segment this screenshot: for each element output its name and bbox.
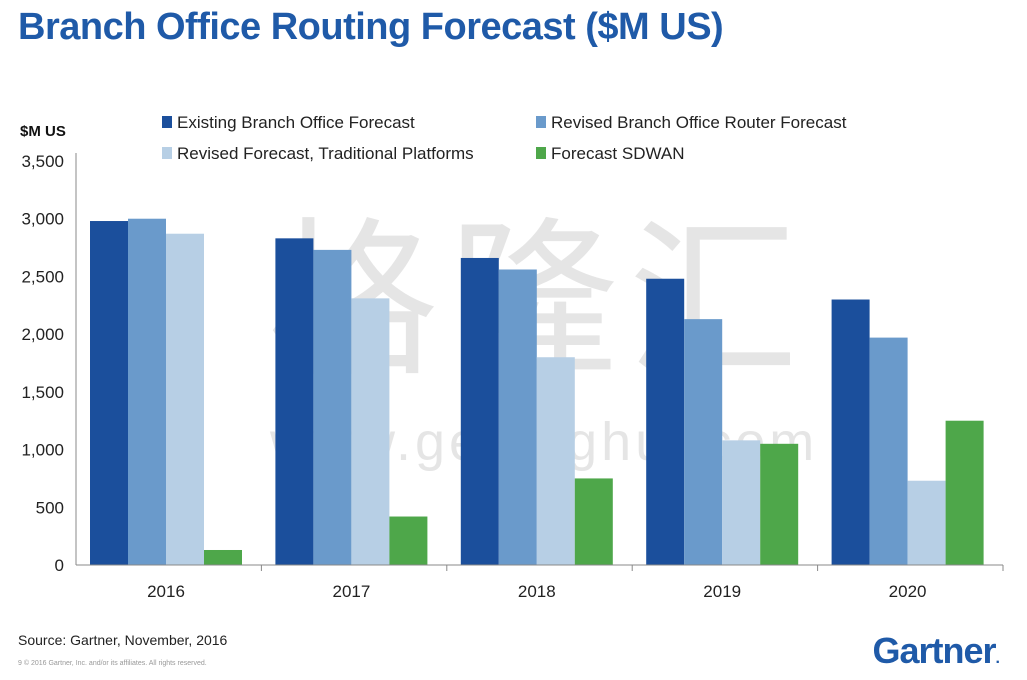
axes — [75, 153, 1003, 566]
bar-2018-series-2 — [498, 269, 537, 565]
bar-2017-series-2 — [313, 249, 352, 565]
bar-2020-series-4 — [945, 420, 984, 565]
bars — [90, 218, 984, 565]
bar-2019-series-1 — [646, 278, 685, 565]
y-tick-label: 0 — [55, 556, 64, 575]
copyright-note: 9 © 2016 Gartner, Inc. and/or its affili… — [18, 660, 207, 667]
y-tick-label: 3,500 — [21, 152, 64, 171]
legend-swatch — [536, 116, 546, 128]
legend-label: Revised Forecast, Traditional Platforms — [177, 144, 474, 163]
bar-2020-series-3 — [907, 480, 946, 565]
bar-2019-series-2 — [684, 319, 723, 565]
bar-2018-series-3 — [536, 357, 575, 565]
x-tick-label: 2018 — [518, 582, 556, 601]
y-axis-label: $M US — [20, 123, 66, 140]
bar-2019-series-3 — [722, 440, 761, 565]
bar-2018-series-4 — [574, 478, 613, 565]
legend-swatch — [162, 116, 172, 128]
brand-logo: Gartner. — [872, 630, 1001, 671]
brand-name: Gartner — [872, 630, 997, 671]
y-tick-label: 2,000 — [21, 325, 64, 344]
y-tick-label: 1,500 — [21, 383, 64, 402]
legend-label: Forecast SDWAN — [551, 144, 685, 163]
bar-2020-series-1 — [831, 299, 870, 565]
bar-2016-series-3 — [166, 233, 204, 565]
x-tick-label: 2020 — [889, 582, 927, 601]
y-tick-label: 2,500 — [21, 267, 64, 286]
bar-2018-series-1 — [460, 257, 499, 565]
bar-2020-series-2 — [869, 337, 908, 565]
legend-label: Existing Branch Office Forecast — [177, 113, 415, 132]
legend-swatch — [162, 147, 172, 159]
y-tick-label: 1,000 — [21, 441, 64, 460]
legend-label: Revised Branch Office Router Forecast — [551, 113, 847, 132]
x-axis-ticks: 2016 2017 2018 2019 2020 — [147, 565, 1004, 601]
legend: Existing Branch Office Forecast Revised B… — [162, 113, 847, 163]
x-tick-label: 2017 — [332, 582, 370, 601]
legend-swatch — [536, 147, 546, 159]
chart-title: Branch Office Routing Forecast ($M US) — [18, 6, 724, 48]
y-tick-label: 500 — [36, 498, 64, 517]
y-tick-label: 3,000 — [21, 210, 64, 229]
x-tick-label: 2019 — [703, 582, 741, 601]
bar-2016-series-2 — [128, 218, 166, 565]
bar-2017-series-3 — [351, 298, 390, 565]
y-axis-ticks: 0 500 1,000 1,500 2,000 2,500 3,000 3,500 — [21, 152, 64, 575]
bar-2019-series-4 — [760, 443, 799, 565]
bar-2017-series-1 — [275, 238, 314, 565]
bar-2016-series-1 — [90, 221, 128, 565]
bar-2016-series-4 — [204, 549, 242, 565]
source-note: Source: Gartner, November, 2016 — [18, 632, 228, 648]
bar-2017-series-4 — [389, 516, 428, 565]
x-tick-label: 2016 — [147, 582, 185, 601]
